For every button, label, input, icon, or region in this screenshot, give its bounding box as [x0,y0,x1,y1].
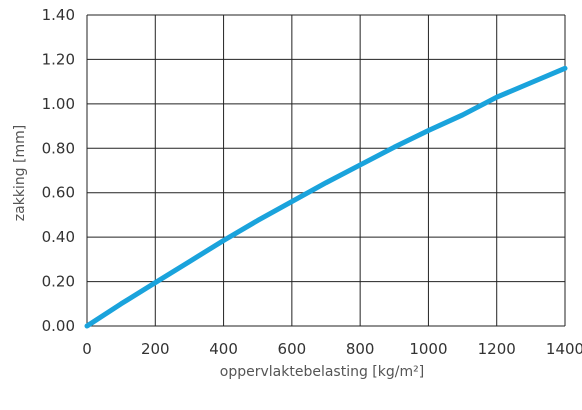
y-tick-label: 1.20 [42,50,75,68]
y-tick-label: 0.60 [42,184,75,202]
x-tick-label: 1400 [546,340,582,358]
x-tick-label: 200 [141,340,170,358]
x-tick-label: 0 [82,340,92,358]
y-tick-label: 1.40 [42,6,75,24]
y-tick-label: 0.20 [42,273,75,291]
y-tick-label: 0.40 [42,228,75,246]
x-tick-label: 600 [278,340,307,358]
x-tick-label: 1200 [478,340,516,358]
x-tick-label: 1000 [409,340,447,358]
y-tick-label: 0.80 [42,139,75,157]
series-layer [84,65,568,329]
x-tick-label: 400 [209,340,238,358]
y-tick-label: 1.00 [42,95,75,113]
y-axis-label: zakking [mm] [12,125,28,221]
x-tick-label: 800 [346,340,375,358]
y-tick-label: 0.00 [42,317,75,335]
series-line-0 [84,65,568,329]
x-axis-label: oppervlaktebelasting [kg/m²] [220,364,424,380]
tick-labels: 0 200 400 600 800 1000 1200 1400 0.00 0.20 0.40 0.6… [42,6,582,358]
